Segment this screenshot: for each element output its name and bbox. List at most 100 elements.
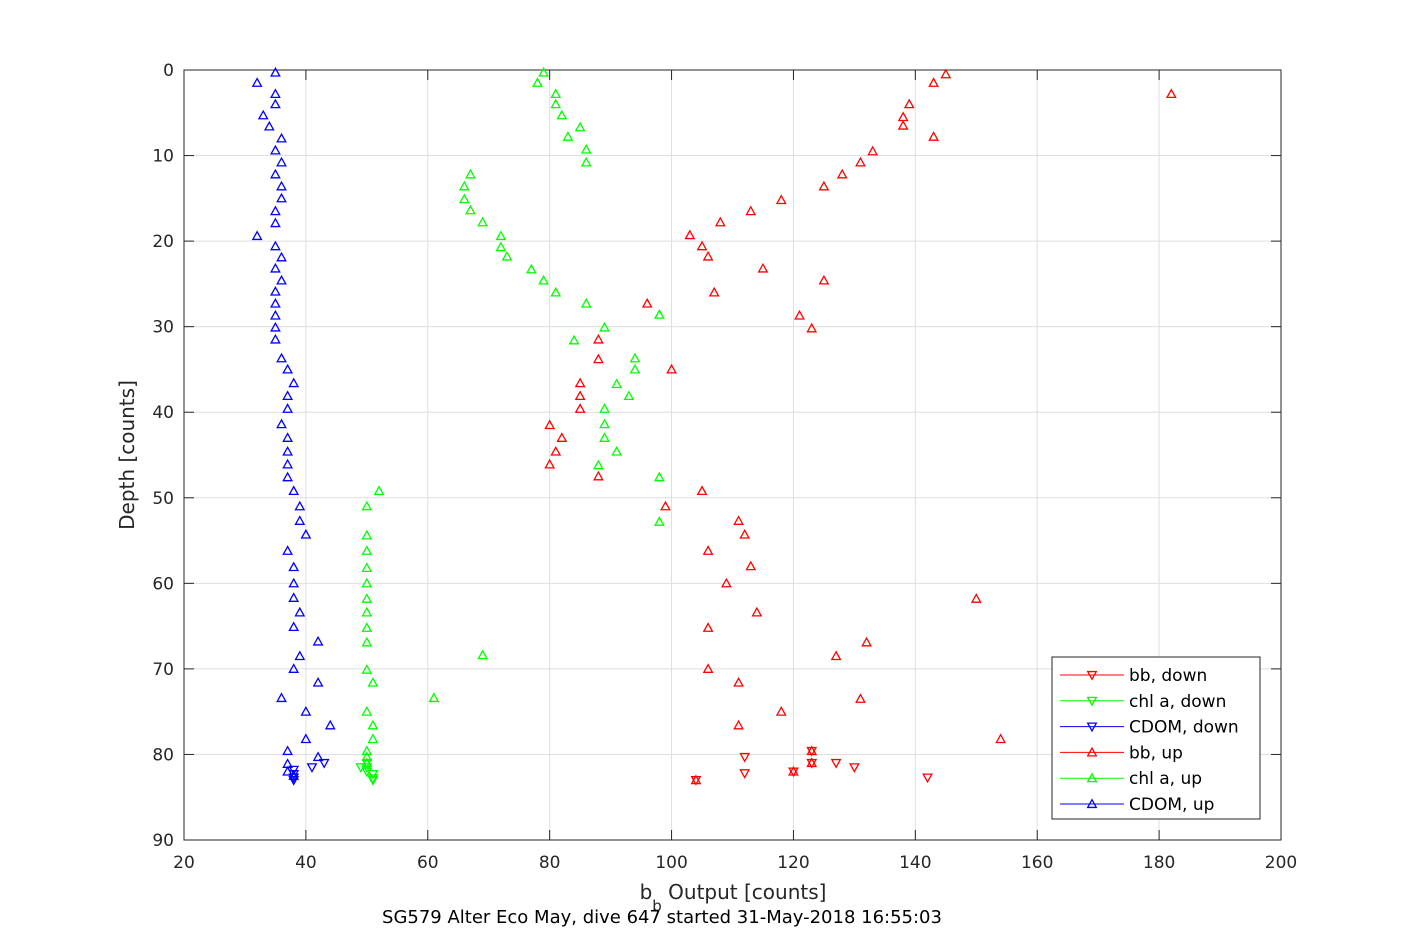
- data-point: [580, 297, 592, 308]
- data-point: [288, 663, 300, 673]
- x-tick-label: 140: [899, 853, 931, 873]
- x-axis-label-main: b: [640, 880, 653, 904]
- x-tick-labels: 20 40 60 80 100 120 140 160 180 200: [173, 853, 1297, 873]
- data-point: [818, 274, 830, 285]
- data-point: [995, 733, 1007, 744]
- data-point: [288, 377, 300, 388]
- data-point: [282, 363, 294, 374]
- data-point: [270, 217, 281, 228]
- data-point: [318, 758, 330, 769]
- data-point: [684, 229, 696, 240]
- data-point: [270, 285, 281, 296]
- y-axis-label: Depth [counts]: [115, 380, 139, 530]
- data-point: [629, 363, 641, 374]
- data-point: [324, 719, 336, 730]
- data-point: [276, 251, 287, 262]
- data-point: [312, 751, 324, 762]
- data-point: [855, 156, 866, 167]
- data-point: [593, 333, 604, 344]
- data-point: [903, 98, 915, 109]
- data-point: [696, 485, 708, 496]
- data-point: [288, 776, 300, 786]
- x-tick-label: 120: [777, 853, 809, 873]
- data-point: [270, 262, 281, 273]
- data-point: [653, 516, 665, 526]
- data-point: [282, 432, 294, 442]
- x-tick-label: 180: [1143, 853, 1175, 873]
- legend-label: CDOM, up: [1129, 795, 1214, 815]
- data-point: [580, 143, 592, 154]
- data-point: [367, 719, 379, 730]
- data-points: [251, 66, 1177, 786]
- data-point: [288, 621, 300, 632]
- y-tick-label: 80: [152, 745, 174, 765]
- data-point: [288, 561, 300, 572]
- data-point: [276, 156, 287, 167]
- data-point: [922, 773, 933, 784]
- data-point: [702, 545, 714, 555]
- data-point: [282, 403, 294, 413]
- legend-marker: [1086, 722, 1098, 733]
- legend-marker: [1086, 696, 1098, 707]
- data-point: [270, 168, 281, 179]
- data-point: [836, 168, 848, 179]
- data-point: [739, 769, 751, 779]
- x-axis-label-rest: Output [counts]: [662, 880, 827, 904]
- data-point: [288, 770, 300, 780]
- data-point: [294, 606, 306, 617]
- data-point: [306, 763, 318, 773]
- data-point: [282, 445, 294, 456]
- data-point: [288, 577, 300, 588]
- data-point: [282, 545, 294, 555]
- axes-box: [183, 69, 1282, 841]
- data-point: [806, 322, 818, 333]
- series-cdom-down: [288, 758, 330, 786]
- data-point: [270, 98, 281, 109]
- data-point: [867, 145, 879, 156]
- data-point: [775, 706, 787, 716]
- data-point: [495, 241, 507, 252]
- data-point: [574, 121, 586, 132]
- data-point: [361, 545, 373, 555]
- data-point: [641, 297, 653, 308]
- data-point: [745, 560, 757, 571]
- y-tick-label: 90: [152, 831, 174, 851]
- data-point: [270, 205, 281, 216]
- data-point: [739, 528, 751, 539]
- data-point: [751, 606, 763, 617]
- data-point: [538, 274, 549, 285]
- legend-marker: [1086, 746, 1098, 757]
- data-point: [282, 745, 294, 756]
- data-point: [276, 180, 287, 191]
- data-point: [276, 132, 287, 143]
- data-point: [550, 286, 562, 297]
- data-point: [970, 593, 982, 603]
- y-tick-label: 70: [152, 660, 174, 680]
- data-point: [599, 418, 610, 429]
- data-point: [270, 240, 281, 251]
- data-point: [361, 706, 373, 716]
- data-point: [599, 403, 610, 413]
- data-point: [501, 250, 513, 261]
- legend-marker: [1086, 670, 1098, 681]
- data-point: [733, 515, 744, 525]
- data-point: [702, 663, 714, 673]
- x-tick-label: 160: [1021, 853, 1053, 873]
- data-point: [696, 240, 708, 251]
- legend-marker: [1086, 798, 1098, 809]
- data-point: [593, 353, 604, 364]
- data-point: [367, 774, 379, 785]
- data-point: [276, 418, 287, 429]
- data-point: [263, 120, 275, 131]
- data-point: [361, 636, 373, 647]
- tick-marks: [183, 69, 1282, 841]
- data-point: [276, 192, 287, 203]
- data-point: [373, 485, 385, 496]
- data-point: [818, 180, 830, 191]
- x-tick-label: 40: [295, 853, 317, 873]
- data-point: [562, 131, 574, 141]
- legend-label: bb, down: [1129, 666, 1207, 686]
- data-point: [300, 733, 312, 744]
- data-point: [623, 390, 635, 401]
